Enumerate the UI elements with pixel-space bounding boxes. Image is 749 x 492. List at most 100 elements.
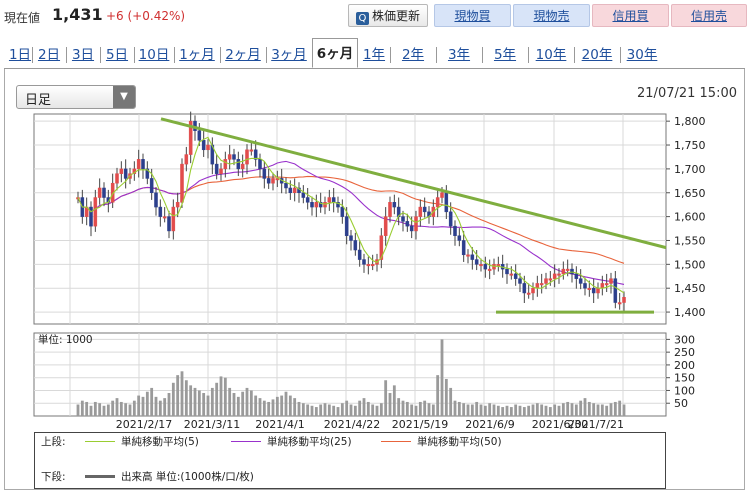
candle-body — [613, 278, 618, 303]
volume-bar — [301, 403, 305, 416]
tab-2日[interactable]: 2日 — [37, 47, 61, 63]
volume-bar — [592, 403, 596, 416]
trendline-resistance — [160, 117, 667, 250]
volume-bar — [245, 387, 249, 416]
spot-buy-button[interactable]: 現物買 — [434, 4, 511, 27]
tab-6ヶ月[interactable]: 6ヶ月 — [312, 38, 358, 68]
tab-3ヶ月[interactable]: 3ヶ月 — [271, 47, 307, 63]
candle-body — [604, 283, 609, 286]
tab-2ヶ月[interactable]: 2ヶ月 — [225, 47, 261, 63]
candle-body — [249, 149, 254, 152]
volume-bar — [262, 400, 266, 416]
tab-separator — [266, 47, 267, 63]
tab-1ヶ月[interactable]: 1ヶ月 — [179, 47, 215, 63]
volume-bar — [141, 396, 145, 416]
volume-tick-label: 150 — [674, 372, 695, 385]
tab-5日[interactable]: 5日 — [105, 47, 129, 63]
candle-body — [479, 264, 483, 267]
volume-bar — [154, 396, 158, 416]
candle-body — [188, 120, 193, 155]
ma25-line — [77, 160, 625, 285]
legend-ma50-label: 単純移動平均(50) — [417, 436, 502, 448]
volume-bar — [453, 400, 457, 416]
tab-separator — [620, 47, 621, 63]
tab-5年[interactable]: 5年 — [493, 47, 517, 63]
tab-1年[interactable]: 1年 — [362, 47, 386, 63]
tab-2年[interactable]: 2年 — [401, 47, 425, 63]
chart-legend: 上段: 単純移動平均(5) 単純移動平均(25) 単純移動平均(50) 下段: … — [34, 432, 666, 489]
volume-bar — [158, 400, 162, 416]
margin-sell-button[interactable]: 信用売 — [671, 4, 747, 27]
candle-body — [318, 202, 323, 208]
candle-body — [552, 273, 557, 279]
volume-bar — [444, 378, 448, 416]
candle-body — [522, 283, 527, 294]
refresh-price-button[interactable]: Q 株価更新 — [348, 4, 428, 27]
tab-30年[interactable]: 30年 — [626, 47, 658, 63]
margin-buy-button[interactable]: 信用買 — [592, 4, 669, 27]
volume-tick-label: 250 — [674, 346, 695, 359]
volume-bar — [115, 398, 119, 416]
volume-bar — [202, 393, 206, 416]
candle-body — [414, 216, 418, 232]
candle-body — [622, 297, 626, 303]
volume-bar — [518, 405, 522, 416]
candle-body — [505, 268, 509, 275]
top-bar: 現在値 1,431 +6 (+0.42%) Q 株価更新 現物買 現物売 信用買 … — [0, 0, 749, 34]
x-tick-label: 2021/6/9 — [465, 418, 514, 431]
volume-bar — [548, 407, 552, 416]
volume-bar — [535, 403, 539, 416]
volume-bar — [358, 400, 362, 416]
candle-body — [466, 254, 470, 257]
volume-tick-label: 100 — [674, 384, 695, 397]
volume-bar — [232, 393, 236, 416]
candle-body — [418, 206, 423, 217]
tab-10年[interactable]: 10年 — [535, 47, 567, 63]
candle-body — [253, 149, 258, 160]
volume-bar — [76, 404, 80, 416]
price-tick-label: 1,600 — [674, 211, 706, 224]
tab-separator — [174, 47, 175, 63]
candle-body — [115, 173, 119, 184]
tab-20年[interactable]: 20年 — [581, 47, 613, 63]
volume-bar — [145, 391, 149, 416]
refresh-icon: Q — [355, 12, 369, 25]
candle-body — [513, 273, 518, 279]
volume-bar — [423, 400, 427, 416]
period-select[interactable]: 日足 ▼ — [16, 85, 136, 109]
candle-body — [422, 206, 427, 213]
volume-bar — [397, 398, 401, 416]
tab-separator — [32, 47, 33, 63]
volume-bar — [600, 404, 604, 416]
candle-body — [539, 283, 544, 286]
candle-body — [266, 178, 271, 184]
legend-ma5: 単純移動平均(5) — [85, 435, 199, 449]
volume-bar — [132, 400, 136, 416]
ma5-line — [77, 136, 625, 294]
candle-body — [301, 192, 306, 198]
volume-bar — [345, 400, 349, 416]
volume-bar — [111, 400, 115, 416]
volume-bar — [583, 398, 587, 416]
volume-bar — [163, 398, 167, 416]
candle-body — [232, 154, 236, 160]
candle-body — [158, 206, 163, 217]
candle-body — [401, 216, 405, 222]
tab-10日[interactable]: 10日 — [138, 47, 170, 63]
volume-bar — [375, 405, 379, 416]
tab-3年[interactable]: 3年 — [447, 47, 471, 63]
tab-3日[interactable]: 3日 — [71, 47, 95, 63]
volume-bar — [410, 404, 414, 416]
candle-body — [470, 254, 475, 260]
tab-separator — [574, 47, 575, 63]
volume-bar — [349, 404, 353, 416]
volume-bar — [492, 404, 496, 416]
candle-body — [357, 249, 362, 260]
candle-body — [258, 159, 262, 170]
tab-1日[interactable]: 1日 — [8, 47, 32, 63]
volume-bar — [137, 395, 141, 416]
volume-bar — [483, 405, 487, 416]
spot-sell-button[interactable]: 現物売 — [513, 4, 590, 27]
volume-bar — [587, 401, 591, 416]
candle-body — [97, 187, 102, 198]
